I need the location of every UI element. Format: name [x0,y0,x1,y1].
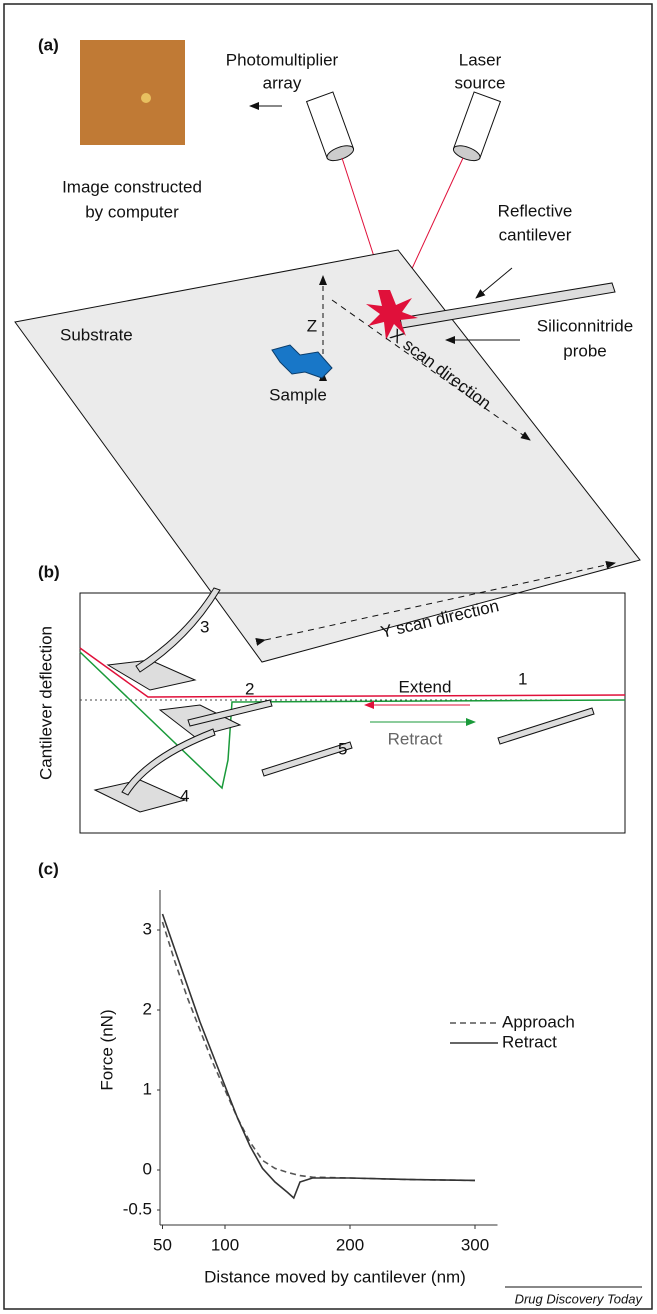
panel-label: (b) [38,562,60,581]
x-axis-label: Distance moved by cantilever (nm) [204,1267,466,1286]
y-axis-label: Force (nN) [97,1009,116,1090]
panel-label: (a) [38,35,59,54]
figure: (a) Image constructed by computer Photom… [0,0,657,1314]
y-tick-label: 3 [143,919,152,938]
substrate-label: Substrate [60,325,133,344]
legend-label: Approach [502,1012,575,1031]
extend-label: Extend [399,677,452,696]
step-label: 1 [518,669,527,688]
y-axis-label: Cantilever deflection [36,626,55,780]
detector-label: array [263,73,302,92]
z-label: Z [307,316,317,335]
cantilever-label: cantilever [499,225,572,244]
x-tick-label: 200 [336,1235,364,1254]
arrow [476,268,512,298]
x-tick-label: 50 [153,1235,172,1254]
y-tick-label: 0 [143,1159,152,1178]
y-tick-label: 2 [143,999,152,1018]
substrate [15,250,640,662]
footer: Drug Discovery Today [515,1291,644,1306]
step-label: 3 [200,617,209,636]
laser-label: Laser [459,50,502,69]
x-tick-label: 100 [211,1235,239,1254]
y-tick-label: 1 [143,1079,152,1098]
step-label: 5 [338,739,347,758]
legend-label: Retract [502,1032,557,1051]
detector-label: Photomultiplier [226,50,339,69]
y-tick-label: -0.5 [123,1199,152,1218]
step-label: 2 [245,679,254,698]
laser [452,92,501,164]
frame [4,4,652,1309]
caption: Image constructed [62,177,202,196]
probe-label: Siliconnitride [537,316,633,335]
sample-label: Sample [269,385,327,404]
afm-image [80,40,185,145]
data-line [163,922,476,1180]
caption: by computer [85,202,179,221]
x-tick-label: 300 [461,1235,489,1254]
probe-label: probe [563,341,606,360]
afm-feature [141,93,151,103]
detector [307,92,356,164]
cantilever-label: Reflective [498,201,573,220]
laser-label: source [454,73,505,92]
retract-label: Retract [388,729,443,748]
panel-label: (c) [38,859,59,878]
step-label: 4 [180,786,189,805]
